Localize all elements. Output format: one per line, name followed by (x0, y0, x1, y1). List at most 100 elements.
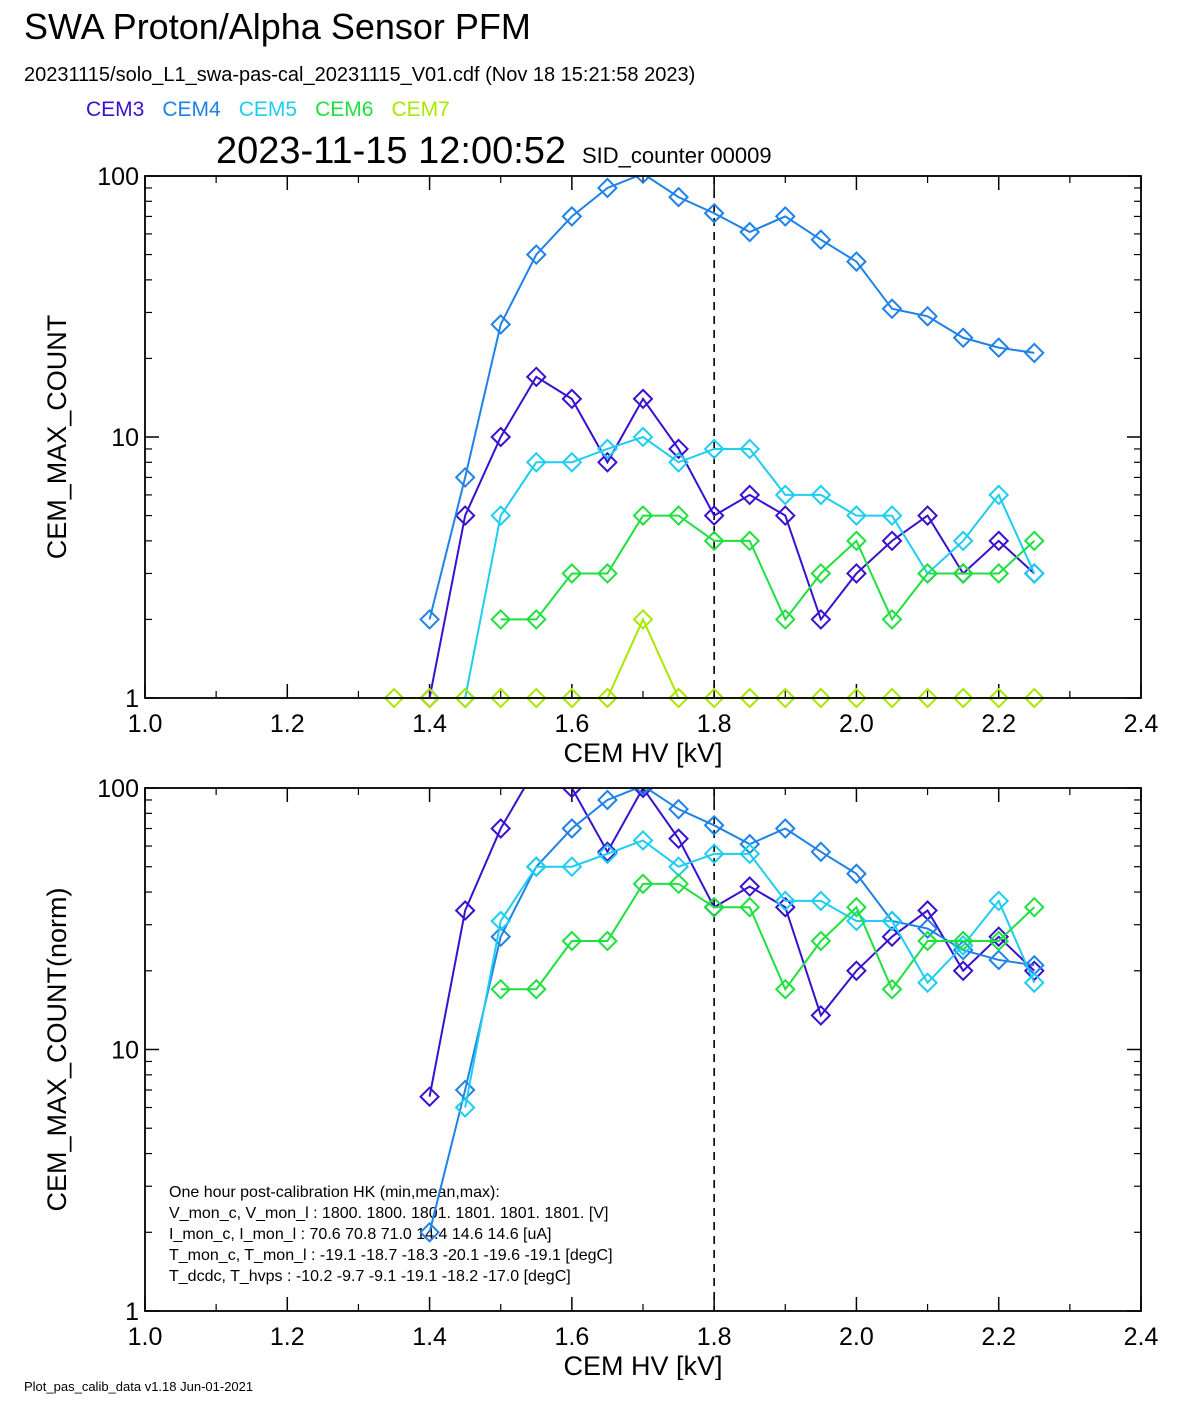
data-point-cem5 (561, 856, 583, 878)
data-point-cem3 (597, 841, 618, 863)
y-axis-label: CEM_MAX_COUNT (42, 315, 72, 560)
data-point-cem4 (774, 818, 796, 839)
data-point-cem3 (668, 828, 689, 850)
plot-frame (144, 175, 1142, 699)
data-point-cem3 (597, 451, 618, 473)
data-point-cem6 (561, 930, 583, 952)
data-point-cem3 (881, 530, 903, 552)
data-point-cem3 (988, 530, 1010, 552)
series-line-cem6 (500, 514, 1035, 622)
data-point-cem6 (703, 530, 725, 552)
data-point-cem4 (634, 176, 652, 185)
data-point-cem5 (774, 890, 796, 912)
chart-top: 1.0 1.2 1.4 1.6 1.8 2.0 2.2 2.4 1 10 100 CEM HV [kV… (42, 163, 1158, 768)
data-point-cem4 (634, 788, 652, 797)
x-tick-label: 1.8 (697, 1323, 732, 1351)
data-point-cem6 (952, 930, 974, 952)
data-point-cem4 (810, 229, 832, 251)
data-point-cem3 (490, 426, 512, 448)
data-point-cem5 (454, 1097, 476, 1118)
data-point-cem6 (597, 930, 618, 952)
data-point-cem5 (846, 910, 867, 932)
data-point-cem6 (739, 896, 761, 918)
data-point-cem6 (668, 873, 689, 895)
hk-annotation-line: T_dcdc, T_hvps : -10.2 -9.7 -9.1 -19.1 -… (169, 1268, 571, 1285)
data-point-cem5 (1023, 972, 1045, 994)
data-point-cem3 (419, 1086, 440, 1108)
file-info: 20231115/solo_L1_swa-pas-cal_20231115_V0… (24, 64, 696, 86)
timestamp: 2023-11-15 12:00:52 (216, 130, 567, 172)
data-point-cem5 (668, 451, 689, 473)
data-point-cem4 (419, 609, 440, 630)
data-point-cem3 (917, 505, 938, 526)
x-tick-label: 1.2 (270, 1323, 305, 1351)
data-point-cem4 (561, 818, 583, 839)
data-point-cem6 (810, 930, 832, 952)
data-point-cem6 (1023, 896, 1045, 918)
data-point-cem6 (810, 563, 832, 584)
data-point-cem5 (774, 484, 796, 506)
data-point-cem6 (525, 978, 547, 1000)
chart-bottom: 1.0 1.2 1.4 1.6 1.8 2.0 2.2 2.4 1 10 100 One hour p… (42, 775, 1158, 1380)
data-point-cem7 (774, 687, 796, 709)
y-axis-label: CEM_MAX_COUNT(norm) (42, 887, 72, 1211)
data-point-cem3 (454, 505, 476, 526)
data-point-cem7 (383, 687, 405, 709)
data-point-cem5 (490, 505, 512, 526)
y-tick-label: 1 (125, 685, 139, 713)
data-point-cem5 (525, 856, 547, 878)
series-line-cem3 (428, 375, 1035, 699)
legend-cem4: CEM4 (162, 98, 221, 121)
data-point-cem6 (597, 563, 618, 584)
data-point-cem7 (810, 687, 832, 709)
data-point-cem4 (703, 814, 725, 836)
data-point-cem3 (490, 818, 512, 839)
y-tick-label: 100 (97, 163, 139, 191)
data-point-cem5 (739, 438, 761, 460)
data-point-cem5 (810, 484, 832, 506)
data-point-cem4 (597, 789, 618, 811)
x-axis-label: CEM HV [kV] (563, 738, 722, 768)
x-tick-label: 1.4 (412, 710, 447, 738)
data-point-cem4 (988, 949, 1010, 971)
data-point-cem6 (881, 609, 903, 630)
data-point-cem5 (810, 890, 832, 912)
data-point-cem4 (810, 841, 832, 863)
x-axis-label: CEM HV [kV] (563, 1351, 722, 1380)
x-tick-label: 1.8 (697, 710, 732, 738)
data-point-cem7 (881, 687, 903, 709)
data-point-cem5 (881, 910, 903, 932)
data-point-cem4 (952, 327, 974, 349)
data-point-cem5 (632, 830, 654, 851)
data-point-cem6 (490, 609, 512, 630)
hk-annotation-line: I_mon_c, I_mon_l : 70.6 70.8 71.0 14.4 1… (169, 1226, 552, 1243)
data-point-cem7 (703, 687, 725, 709)
footer-version: Plot_pas_calib_data v1.18 Jun-01-2021 (24, 1379, 254, 1394)
data-point-cem6 (846, 896, 867, 918)
x-tick-label: 2.2 (981, 1323, 1016, 1351)
data-point-cem7 (988, 687, 1010, 709)
data-point-cem4 (1023, 342, 1045, 364)
series-line-cem5 (464, 435, 1036, 699)
data-point-cem7 (668, 687, 689, 709)
data-point-cem4 (490, 926, 512, 948)
data-point-cem4 (774, 206, 796, 227)
data-point-cem7 (917, 687, 938, 709)
x-tick-label: 2.2 (981, 710, 1016, 738)
x-tick-label: 1.6 (554, 710, 589, 738)
data-point-cem4 (739, 221, 761, 243)
hk-annotation-line: T_mon_c, T_mon_l : -19.1 -18.7 -18.3 -20… (169, 1247, 613, 1264)
plot-frame (144, 787, 1142, 1312)
hk-annotation-line: V_mon_c, V_mon_l : 1800. 1800. 1801. 180… (169, 1205, 608, 1222)
x-tick-label: 1.6 (554, 1323, 589, 1351)
data-point-cem3 (846, 563, 867, 584)
data-point-cem5 (952, 530, 974, 552)
data-point-cem4 (597, 177, 618, 199)
data-point-cem6 (774, 609, 796, 630)
data-point-cem5 (597, 843, 618, 865)
data-point-cem7 (846, 687, 867, 709)
data-point-cem3 (632, 788, 654, 799)
data-point-cem4 (846, 251, 867, 272)
data-point-cem6 (846, 530, 867, 552)
data-point-cem3 (668, 438, 689, 460)
